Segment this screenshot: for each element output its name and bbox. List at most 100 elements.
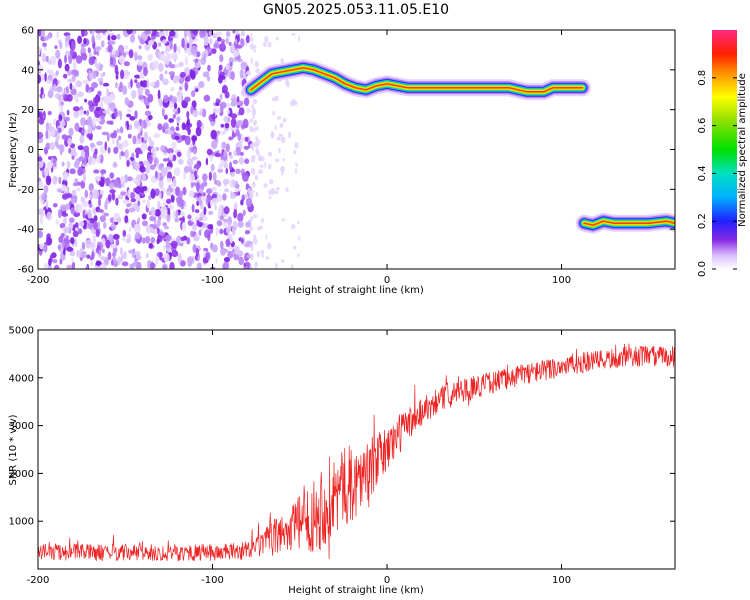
- noise-blob: [157, 98, 162, 104]
- noise-blob: [160, 205, 168, 215]
- noise-blob: [234, 180, 239, 187]
- noise-blob: [210, 129, 217, 140]
- noise-blob-faint: [255, 136, 258, 141]
- noise-blob-faint: [252, 98, 258, 105]
- noise-blob: [111, 252, 117, 257]
- noise-blob: [135, 152, 139, 159]
- snr-panel: -200 -100 0 100 1000 2000 3000 4000 5000 Height …: [8, 326, 676, 596]
- noise-blob: [180, 236, 185, 242]
- noise-blob: [75, 55, 83, 64]
- noise-blob: [166, 191, 171, 197]
- noise-blob-faint: [294, 168, 298, 174]
- snr-xtick-label: 100: [552, 575, 571, 586]
- noise-blob: [240, 40, 245, 48]
- noise-blob: [179, 71, 186, 78]
- noise-blob: [115, 81, 118, 89]
- noise-blob: [196, 219, 200, 227]
- noise-blob: [238, 107, 245, 116]
- noise-blob: [137, 126, 142, 133]
- noise-blob: [130, 34, 135, 43]
- spectrogram-ytick-label: 0: [28, 145, 34, 156]
- noise-blob: [113, 218, 117, 222]
- noise-blob: [58, 176, 62, 184]
- spectrogram-xlabel: Height of straight line (km): [288, 285, 424, 296]
- noise-blob: [202, 71, 210, 78]
- colorbar-tick-label: 0.4: [697, 165, 708, 181]
- noise-blob: [80, 196, 85, 203]
- noise-blob-faint: [293, 150, 297, 155]
- noise-blob-faint: [280, 57, 285, 64]
- noise-blob: [99, 63, 103, 72]
- noise-blob: [242, 172, 249, 182]
- noise-blob: [242, 118, 249, 129]
- noise-blob: [141, 120, 144, 129]
- noise-blob: [169, 261, 175, 269]
- noise-blob: [60, 233, 65, 238]
- noise-blob: [195, 126, 202, 137]
- noise-blob: [205, 198, 209, 205]
- noise-blob: [144, 131, 148, 139]
- noise-blob: [160, 145, 166, 152]
- noise-blob-faint: [295, 162, 298, 167]
- noise-blob: [129, 192, 136, 199]
- noise-blob: [241, 238, 244, 244]
- noise-blob: [121, 261, 129, 267]
- noise-blob: [45, 142, 51, 150]
- noise-blob: [126, 120, 129, 131]
- noise-blob: [153, 157, 159, 166]
- noise-blob: [124, 174, 128, 183]
- noise-blob: [137, 60, 144, 66]
- noise-blob: [38, 131, 44, 139]
- noise-blob: [107, 147, 111, 154]
- noise-blob: [92, 97, 99, 104]
- noise-blob: [211, 244, 218, 253]
- noise-blob: [176, 197, 183, 208]
- noise-blob: [195, 61, 201, 68]
- noise-blob: [107, 44, 113, 53]
- noise-blob: [55, 219, 59, 225]
- noise-blob: [71, 147, 77, 155]
- noise-blob-faint: [285, 187, 289, 192]
- noise-blob: [101, 131, 109, 136]
- noise-blob: [81, 250, 87, 259]
- noise-blob: [93, 47, 97, 55]
- noise-blob-faint: [270, 131, 275, 138]
- noise-blob: [82, 79, 90, 85]
- noise-blob: [72, 106, 80, 112]
- noise-blob: [195, 233, 198, 241]
- noise-blob: [81, 241, 86, 250]
- noise-blob: [137, 200, 141, 207]
- noise-blob: [141, 213, 147, 220]
- noise-blob: [188, 190, 195, 198]
- noise-blob: [150, 147, 157, 155]
- noise-blob-faint: [251, 109, 257, 116]
- noise-blob: [38, 30, 42, 37]
- noise-blob: [79, 109, 84, 117]
- noise-blob: [85, 266, 89, 269]
- noise-blob: [224, 91, 230, 99]
- noise-blob: [209, 37, 213, 45]
- noise-blob-faint: [249, 43, 255, 50]
- noise-blob: [107, 194, 112, 202]
- noise-blob: [62, 73, 68, 79]
- noise-blob: [229, 155, 233, 160]
- noise-blob: [177, 253, 182, 264]
- noise-blob: [112, 137, 115, 145]
- noise-blob: [237, 220, 244, 228]
- noise-blob: [141, 220, 148, 227]
- noise-blob: [236, 30, 239, 36]
- noise-blob: [244, 194, 249, 198]
- noise-blob-faint: [252, 181, 255, 187]
- noise-blob: [109, 102, 116, 112]
- noise-blob: [95, 30, 102, 34]
- noise-blob: [122, 229, 127, 237]
- noise-blob-faint: [254, 174, 259, 181]
- noise-blob-faint: [286, 82, 290, 88]
- noise-blob: [89, 72, 94, 81]
- noise-blob: [227, 216, 233, 226]
- noise-blob: [229, 61, 233, 67]
- noise-blob: [219, 101, 227, 109]
- noise-blob: [74, 122, 80, 132]
- noise-blob: [187, 46, 191, 57]
- noise-blob-faint: [263, 41, 267, 48]
